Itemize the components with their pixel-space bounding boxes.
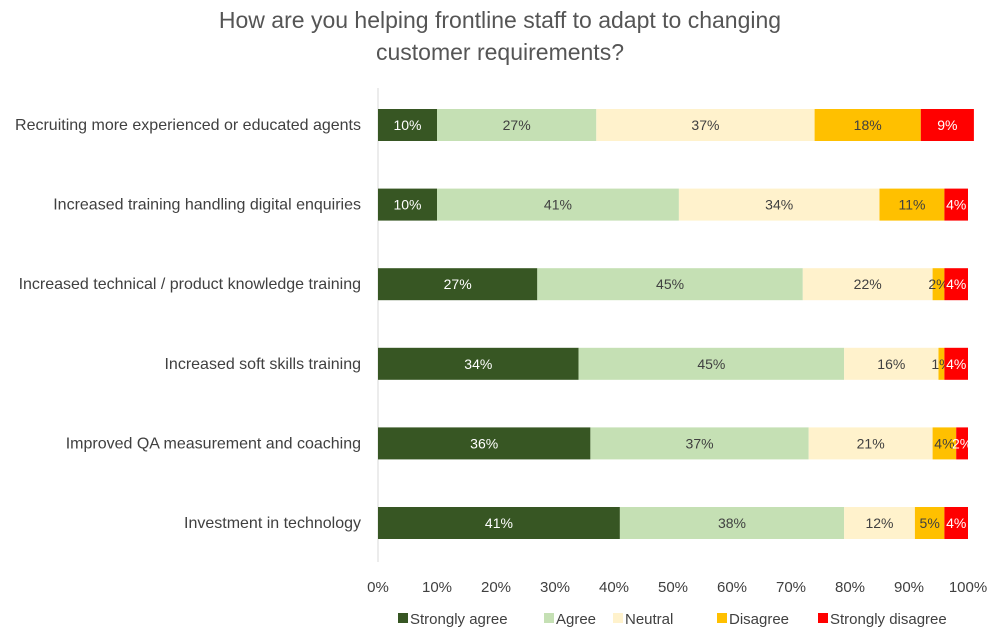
- data-label: 36%: [470, 435, 498, 451]
- data-label: 2%: [952, 435, 972, 451]
- bar-segment: [437, 109, 597, 141]
- data-label: 16%: [877, 356, 905, 372]
- bar-segment: [378, 109, 437, 141]
- bar-segment: [802, 268, 933, 301]
- legend-label: Neutral: [625, 611, 673, 628]
- legend-swatch: [398, 613, 408, 623]
- data-label: 27%: [503, 117, 531, 133]
- category-label: Improved QA measurement and coaching: [66, 435, 361, 452]
- bar-segment: [378, 268, 538, 301]
- data-label: 34%: [464, 356, 492, 372]
- bar-segment: [844, 347, 939, 380]
- bar-segment: [944, 507, 968, 539]
- data-label: 45%: [656, 276, 684, 292]
- bar-segment: [938, 347, 945, 380]
- bar-segment: [914, 507, 945, 539]
- data-label: 10%: [393, 117, 421, 133]
- data-label: 10%: [393, 197, 421, 213]
- data-label: 45%: [697, 356, 725, 372]
- data-label: 27%: [444, 276, 472, 292]
- x-tick-label: 60%: [717, 579, 747, 596]
- legend-label: Disagree: [729, 611, 789, 628]
- bar-segment: [814, 109, 921, 141]
- x-tick-label: 30%: [540, 579, 570, 596]
- legend-label: Agree: [556, 611, 596, 628]
- legend-swatch: [717, 613, 727, 623]
- x-tick-label: 70%: [776, 579, 806, 596]
- data-label: 37%: [686, 435, 714, 451]
- legend-swatch: [818, 613, 828, 623]
- x-tick-label: 100%: [949, 579, 987, 596]
- x-tick-label: 40%: [599, 579, 629, 596]
- bar-segment: [944, 188, 968, 221]
- x-tick-label: 90%: [894, 579, 924, 596]
- bar-segment: [808, 427, 933, 460]
- bar-segment: [378, 427, 591, 460]
- category-label: Recruiting more experienced or educated …: [15, 117, 361, 134]
- bar-segment: [879, 188, 945, 221]
- bar-segment: [437, 188, 679, 221]
- legend-swatch: [544, 613, 554, 623]
- x-tick-label: 10%: [422, 579, 452, 596]
- data-label: 4%: [934, 435, 954, 451]
- data-label: 12%: [865, 515, 893, 531]
- x-tick-label: 0%: [367, 579, 389, 596]
- data-label: 9%: [937, 117, 957, 133]
- bar-segment: [578, 347, 845, 380]
- data-label: 18%: [854, 117, 882, 133]
- bar-segment: [844, 507, 915, 539]
- data-label: 38%: [718, 515, 746, 531]
- legend-swatch: [613, 613, 623, 623]
- bar-segment: [932, 268, 945, 301]
- data-label: 4%: [946, 276, 966, 292]
- data-label: 34%: [765, 197, 793, 213]
- data-label: 41%: [544, 197, 572, 213]
- bar-segment: [590, 427, 809, 460]
- legend-label: Strongly agree: [410, 611, 508, 628]
- bar-segment: [378, 188, 437, 221]
- data-label: 21%: [857, 435, 885, 451]
- bar-segment: [537, 268, 803, 301]
- data-label: 2%: [928, 276, 948, 292]
- category-label: Investment in technology: [184, 515, 361, 532]
- data-label: 11%: [898, 197, 925, 213]
- data-label: 37%: [691, 117, 719, 133]
- bar-segment: [920, 109, 974, 141]
- chart-title: How are you helping frontline staff to a…: [218, 7, 782, 65]
- bar-segment: [944, 347, 968, 380]
- bar-segment: [678, 188, 880, 221]
- bar-segment: [378, 347, 579, 380]
- x-tick-label: 50%: [658, 579, 688, 596]
- x-tick-label: 80%: [835, 579, 865, 596]
- bar-segment: [378, 507, 620, 539]
- category-label: Increased soft skills training: [164, 356, 361, 373]
- category-label: Increased technical / product knowledge …: [19, 276, 361, 293]
- bar-segment: [956, 427, 968, 460]
- bar-segment: [596, 109, 815, 141]
- bar-segment: [932, 427, 957, 460]
- category-label: Increased training handling digital enqu…: [53, 197, 361, 214]
- legend-label: Strongly disagree: [830, 611, 947, 628]
- bar-segment: [944, 268, 968, 301]
- data-label: 4%: [946, 515, 966, 531]
- data-label: 41%: [485, 515, 513, 531]
- data-label: 4%: [946, 356, 966, 372]
- bar-segment: [619, 507, 845, 539]
- x-tick-label: 20%: [481, 579, 511, 596]
- data-label: 4%: [946, 197, 966, 213]
- data-label: 5%: [920, 515, 940, 531]
- data-label: 22%: [854, 276, 882, 292]
